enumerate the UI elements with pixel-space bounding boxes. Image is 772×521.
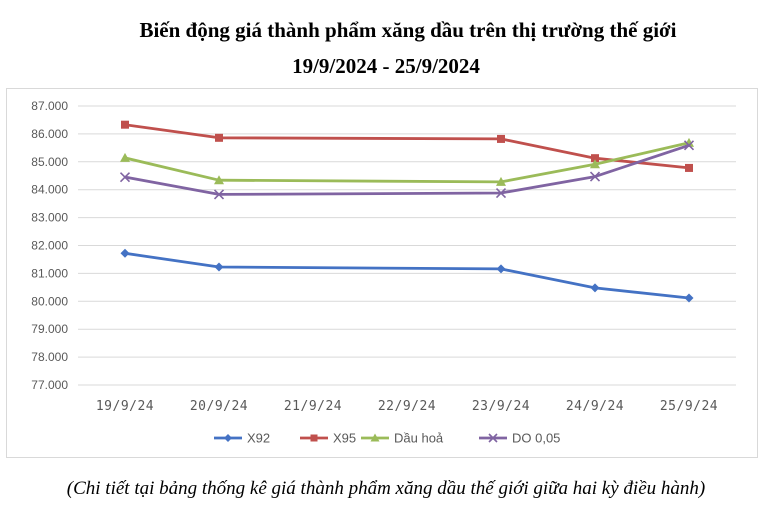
x-tick-label: 19/9/24 — [96, 399, 154, 414]
x-tick-label: 23/9/24 — [472, 399, 530, 414]
data-point — [495, 187, 507, 199]
data-point — [684, 293, 694, 303]
data-point — [684, 137, 694, 147]
data-point — [497, 134, 505, 143]
chart-area — [6, 88, 758, 458]
y-tick-label: 86.000 — [31, 127, 68, 141]
data-point — [120, 152, 130, 162]
y-tick-label: 82.000 — [31, 239, 68, 253]
legend-label: X95 — [333, 431, 356, 446]
series-line — [124, 141, 690, 184]
data-point — [213, 189, 225, 200]
data-point — [214, 175, 224, 185]
x-tick-label: 20/9/24 — [190, 399, 248, 414]
chart-caption: (Chi tiết tại bảng thống kê giá thành ph… — [66, 478, 706, 499]
data-point — [496, 264, 506, 274]
series-line — [124, 251, 690, 300]
x-tick-label: 22/9/24 — [378, 399, 436, 414]
data-point — [590, 283, 600, 293]
y-tick-label: 83.000 — [31, 211, 68, 225]
y-tick-label: 78.000 — [31, 350, 68, 364]
data-point — [683, 140, 695, 151]
y-tick-label: 80.000 — [31, 294, 68, 308]
y-tick-label: 77.000 — [31, 378, 68, 392]
data-point — [215, 133, 223, 142]
data-point — [120, 248, 130, 258]
y-tick-label: 87.000 — [31, 99, 68, 113]
legend-label: Dầu hoả — [394, 431, 444, 446]
data-point — [496, 176, 506, 186]
chart-title: Biến động giá thành phẩm xăng dầu trên t… — [139, 18, 677, 42]
chart-subtitle: 19/9/2024 - 25/9/2024 — [292, 54, 480, 78]
x-tick-label: 25/9/24 — [660, 399, 718, 414]
data-point — [685, 163, 693, 172]
data-point — [591, 154, 599, 163]
y-tick-label: 79.000 — [31, 322, 68, 336]
y-tick-label: 84.000 — [31, 183, 68, 197]
x-tick-label: 21/9/24 — [284, 399, 342, 414]
series-line — [124, 143, 690, 196]
data-point — [589, 171, 601, 182]
legend-marker — [310, 434, 318, 442]
data-point — [214, 262, 224, 272]
data-point — [119, 172, 131, 183]
y-tick-label: 81.000 — [31, 266, 68, 280]
legend-marker — [370, 433, 380, 442]
x-tick-label: 24/9/24 — [566, 399, 624, 414]
legend-label: X92 — [247, 431, 270, 446]
legend-label: DO 0,05 — [512, 431, 560, 446]
data-point — [590, 159, 600, 169]
legend-marker — [488, 433, 498, 443]
data-point — [121, 120, 129, 129]
legend-marker — [224, 434, 232, 442]
y-tick-label: 85.000 — [31, 155, 68, 169]
